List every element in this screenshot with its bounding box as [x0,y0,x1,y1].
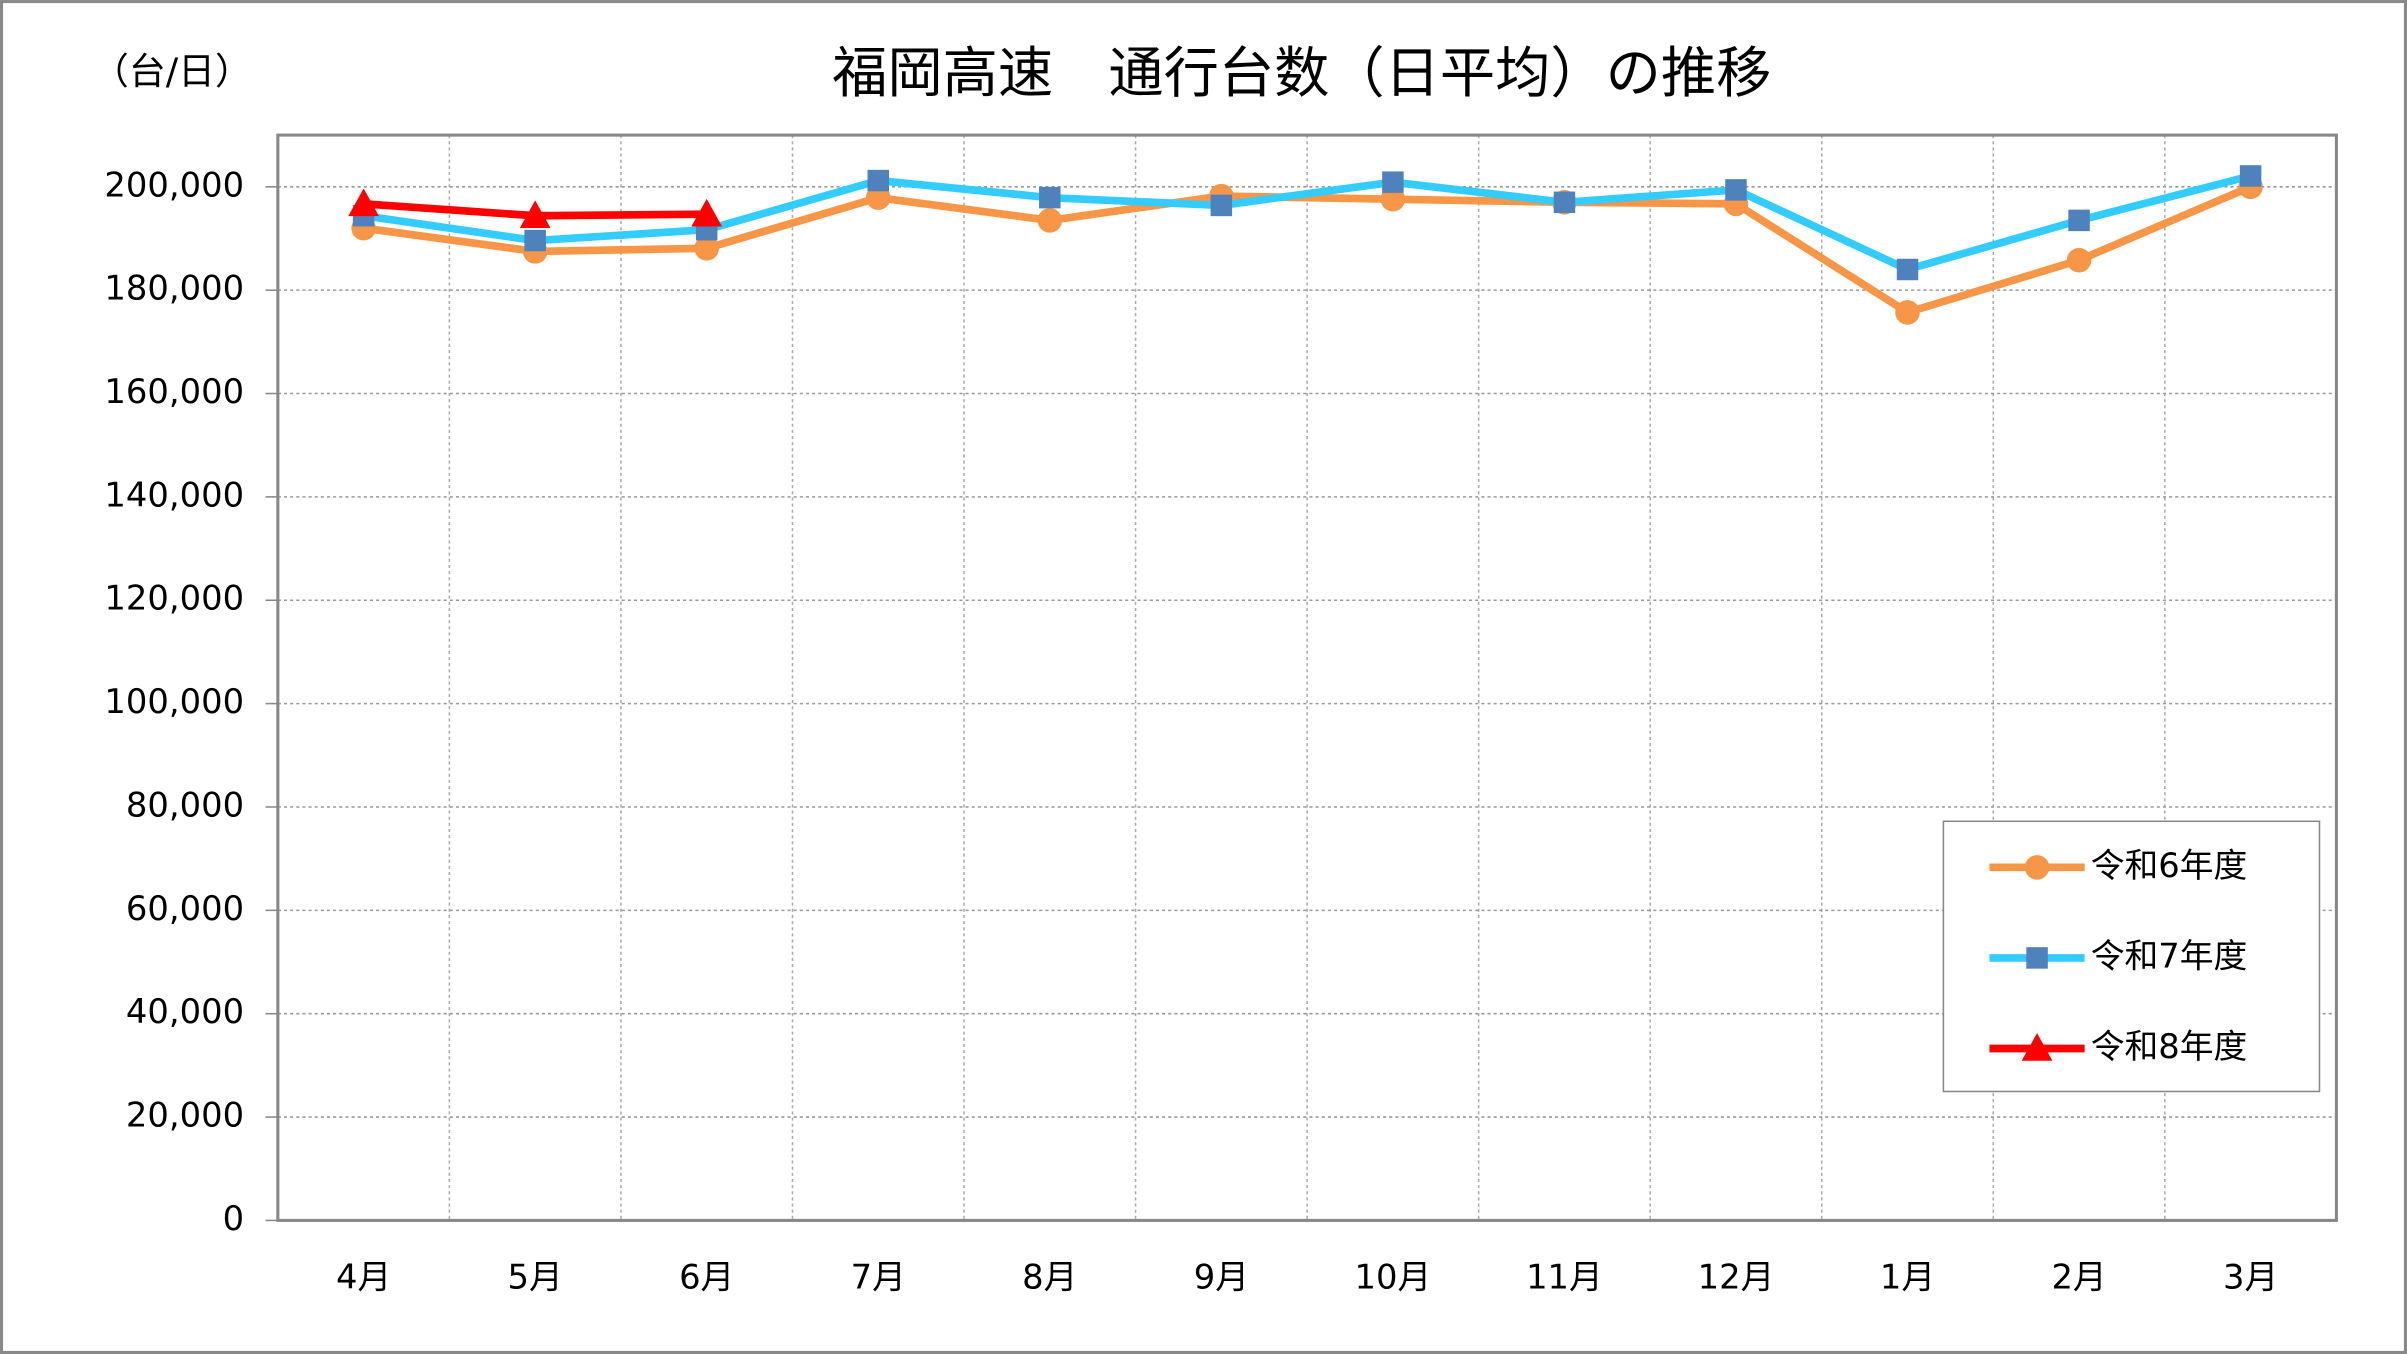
x-tick-label: 8月 [1022,1257,1077,1296]
legend-label: 令和7年度 [2091,936,2248,975]
point [865,185,891,210]
y-tick-label: 140,000 [104,475,244,514]
y-tick-label: 100,000 [104,682,244,721]
y-tick-label: 80,000 [126,785,244,824]
legend-marker [2021,1033,2053,1061]
legend-marker [2024,855,2050,880]
point [1210,194,1233,217]
point [1037,208,1063,233]
point [1553,191,1576,214]
x-tick-label: 7月 [851,1257,906,1296]
y-tick-label: 40,000 [126,992,244,1031]
point [348,188,379,217]
legend-marker [2026,947,2048,969]
point [2239,165,2262,187]
point [519,200,551,229]
point [694,236,719,261]
y-tick-label: 160,000 [104,372,244,411]
y-tick-label: 60,000 [126,889,244,928]
x-tick-label: 4月 [336,1257,391,1296]
y-tick-label: 120,000 [104,579,244,618]
x-tick-label: 12月 [1698,1257,1775,1296]
series-line [363,172,2252,274]
x-tick-label: 1月 [1880,1257,1935,1296]
x-tick-label: 3月 [2223,1257,2278,1296]
point [524,229,546,252]
point [1039,186,1061,209]
point [2066,247,2092,273]
y-tick-label: 180,000 [104,269,244,308]
point [1380,186,1406,212]
y-tick-label: 20,000 [126,1096,244,1135]
point [691,198,723,227]
x-tick-label: 6月 [679,1257,734,1296]
point [867,169,890,192]
x-tick-label: 11月 [1526,1257,1603,1296]
series-line [363,183,2253,317]
x-tick-label: 10月 [1355,1257,1432,1296]
legend-label: 令和6年度 [2091,846,2248,885]
point [1382,171,1404,193]
plot-border [276,133,2338,1222]
legend-label: 令和8年度 [2091,1027,2248,1066]
x-tick-label: 9月 [1194,1257,1249,1296]
x-tick-label: 5月 [508,1257,563,1296]
y-tick-label: 200,000 [104,165,244,204]
chart-title: 福岡高速 通行台数（日平均）の推移 [832,42,1771,106]
point [1725,179,1747,201]
y-tick-label: 0 [223,1199,244,1238]
y-unit-label: （台/日） [92,50,252,93]
x-tick-label: 2月 [2051,1257,2106,1296]
point [1896,258,1919,281]
point [1895,300,1920,325]
point [2068,209,2090,232]
